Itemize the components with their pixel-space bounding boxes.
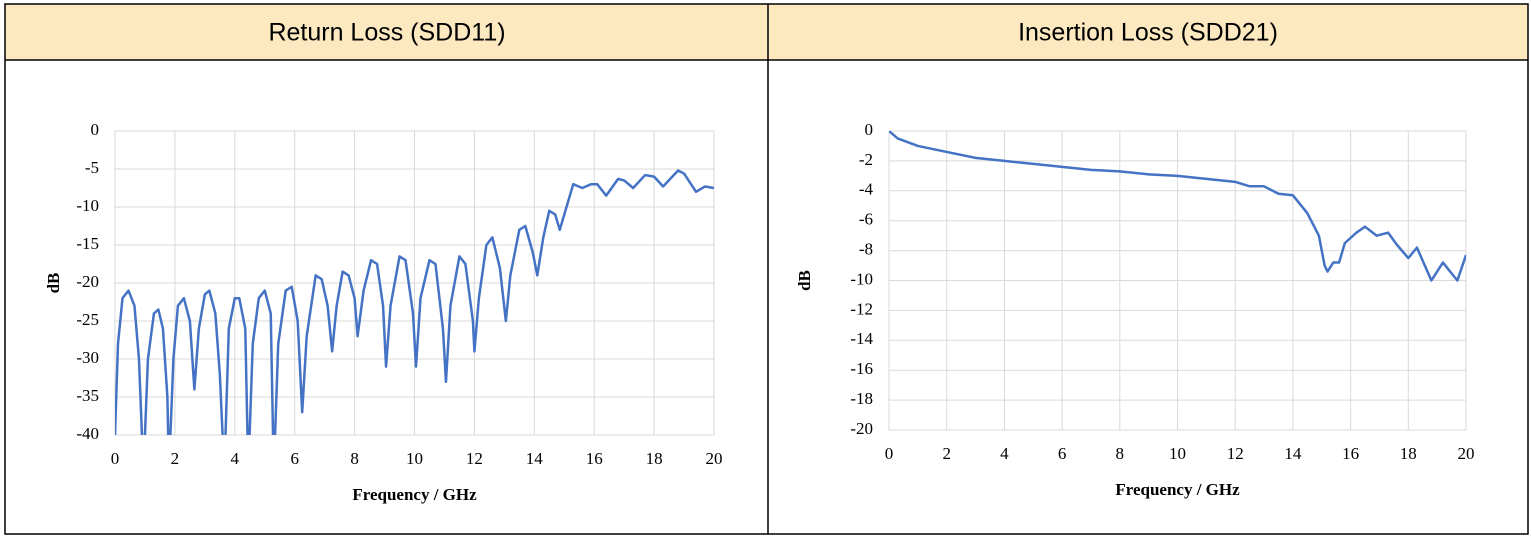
x-tick-label: 12 xyxy=(466,449,483,468)
y-tick-label: -18 xyxy=(850,389,873,408)
x-axis-label: Frequency / GHz xyxy=(352,485,477,504)
y-tick-label: -30 xyxy=(76,348,99,367)
y-tick-label: -25 xyxy=(76,310,99,329)
y-axis-label: dB xyxy=(795,270,814,291)
data-line xyxy=(115,169,714,435)
x-tick-label: 4 xyxy=(1000,444,1009,463)
x-tick-label: 2 xyxy=(171,449,180,468)
y-tick-label: -12 xyxy=(850,299,873,318)
x-tick-label: 4 xyxy=(231,449,240,468)
x-tick-label: 18 xyxy=(1400,444,1417,463)
y-tick-label: -15 xyxy=(76,234,99,253)
x-tick-label: 0 xyxy=(885,444,894,463)
chart-title: Return Loss (SDD11) xyxy=(268,19,505,47)
x-tick-label: 14 xyxy=(526,449,544,468)
y-tick-label: -10 xyxy=(76,196,99,215)
y-tick-label: 0 xyxy=(91,120,100,139)
y-tick-label: -10 xyxy=(850,269,873,288)
x-tick-label: 10 xyxy=(406,449,423,468)
x-tick-label: 2 xyxy=(942,444,951,463)
x-tick-label: 14 xyxy=(1284,444,1302,463)
x-tick-label: 20 xyxy=(706,449,723,468)
y-tick-label: -2 xyxy=(859,150,873,169)
x-tick-label: 18 xyxy=(646,449,663,468)
x-tick-label: 16 xyxy=(586,449,603,468)
chart-title: Insertion Loss (SDD21) xyxy=(1018,19,1278,47)
x-tick-label: 16 xyxy=(1342,444,1359,463)
y-tick-label: -4 xyxy=(859,180,874,199)
y-tick-label: -40 xyxy=(76,424,99,443)
y-tick-label: -16 xyxy=(850,359,873,378)
x-tick-label: 6 xyxy=(290,449,299,468)
y-tick-label: -20 xyxy=(76,272,99,291)
x-tick-label: 8 xyxy=(350,449,359,468)
x-tick-label: 10 xyxy=(1169,444,1186,463)
y-tick-label: -8 xyxy=(859,240,873,259)
y-tick-label: -6 xyxy=(859,210,873,229)
y-axis-label: dB xyxy=(44,273,63,294)
x-tick-label: 6 xyxy=(1058,444,1067,463)
x-tick-label: 0 xyxy=(111,449,120,468)
table-border xyxy=(4,3,1529,535)
y-tick-label: -35 xyxy=(76,386,99,405)
y-tick-label: -5 xyxy=(85,158,99,177)
x-axis-label: Frequency / GHz xyxy=(1115,480,1240,499)
header-row xyxy=(5,4,1528,60)
y-tick-label: -20 xyxy=(850,419,873,438)
x-tick-label: 20 xyxy=(1458,444,1475,463)
y-tick-label: 0 xyxy=(865,120,874,139)
x-tick-label: 8 xyxy=(1116,444,1125,463)
y-tick-label: -14 xyxy=(850,329,873,348)
x-tick-label: 12 xyxy=(1227,444,1244,463)
data-line xyxy=(889,131,1466,282)
